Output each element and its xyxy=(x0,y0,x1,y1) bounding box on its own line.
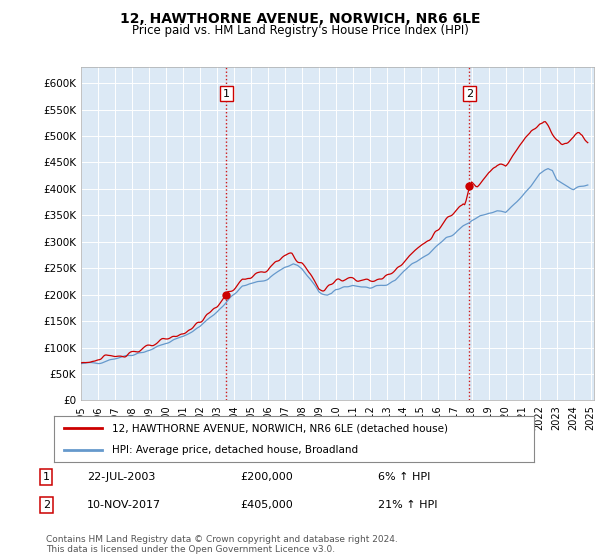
Text: 1: 1 xyxy=(223,88,230,99)
Text: Price paid vs. HM Land Registry's House Price Index (HPI): Price paid vs. HM Land Registry's House … xyxy=(131,24,469,36)
Text: 21% ↑ HPI: 21% ↑ HPI xyxy=(378,500,437,510)
Text: 6% ↑ HPI: 6% ↑ HPI xyxy=(378,472,430,482)
Text: 12, HAWTHORNE AVENUE, NORWICH, NR6 6LE (detached house): 12, HAWTHORNE AVENUE, NORWICH, NR6 6LE (… xyxy=(112,423,448,433)
Text: 12, HAWTHORNE AVENUE, NORWICH, NR6 6LE: 12, HAWTHORNE AVENUE, NORWICH, NR6 6LE xyxy=(120,12,480,26)
Text: 22-JUL-2003: 22-JUL-2003 xyxy=(87,472,155,482)
Text: HPI: Average price, detached house, Broadland: HPI: Average price, detached house, Broa… xyxy=(112,445,358,455)
Text: £200,000: £200,000 xyxy=(240,472,293,482)
Text: £405,000: £405,000 xyxy=(240,500,293,510)
Text: 10-NOV-2017: 10-NOV-2017 xyxy=(87,500,161,510)
Text: 1: 1 xyxy=(43,472,50,482)
Text: 2: 2 xyxy=(43,500,50,510)
Text: 2: 2 xyxy=(466,88,473,99)
Text: Contains HM Land Registry data © Crown copyright and database right 2024.
This d: Contains HM Land Registry data © Crown c… xyxy=(46,535,398,554)
